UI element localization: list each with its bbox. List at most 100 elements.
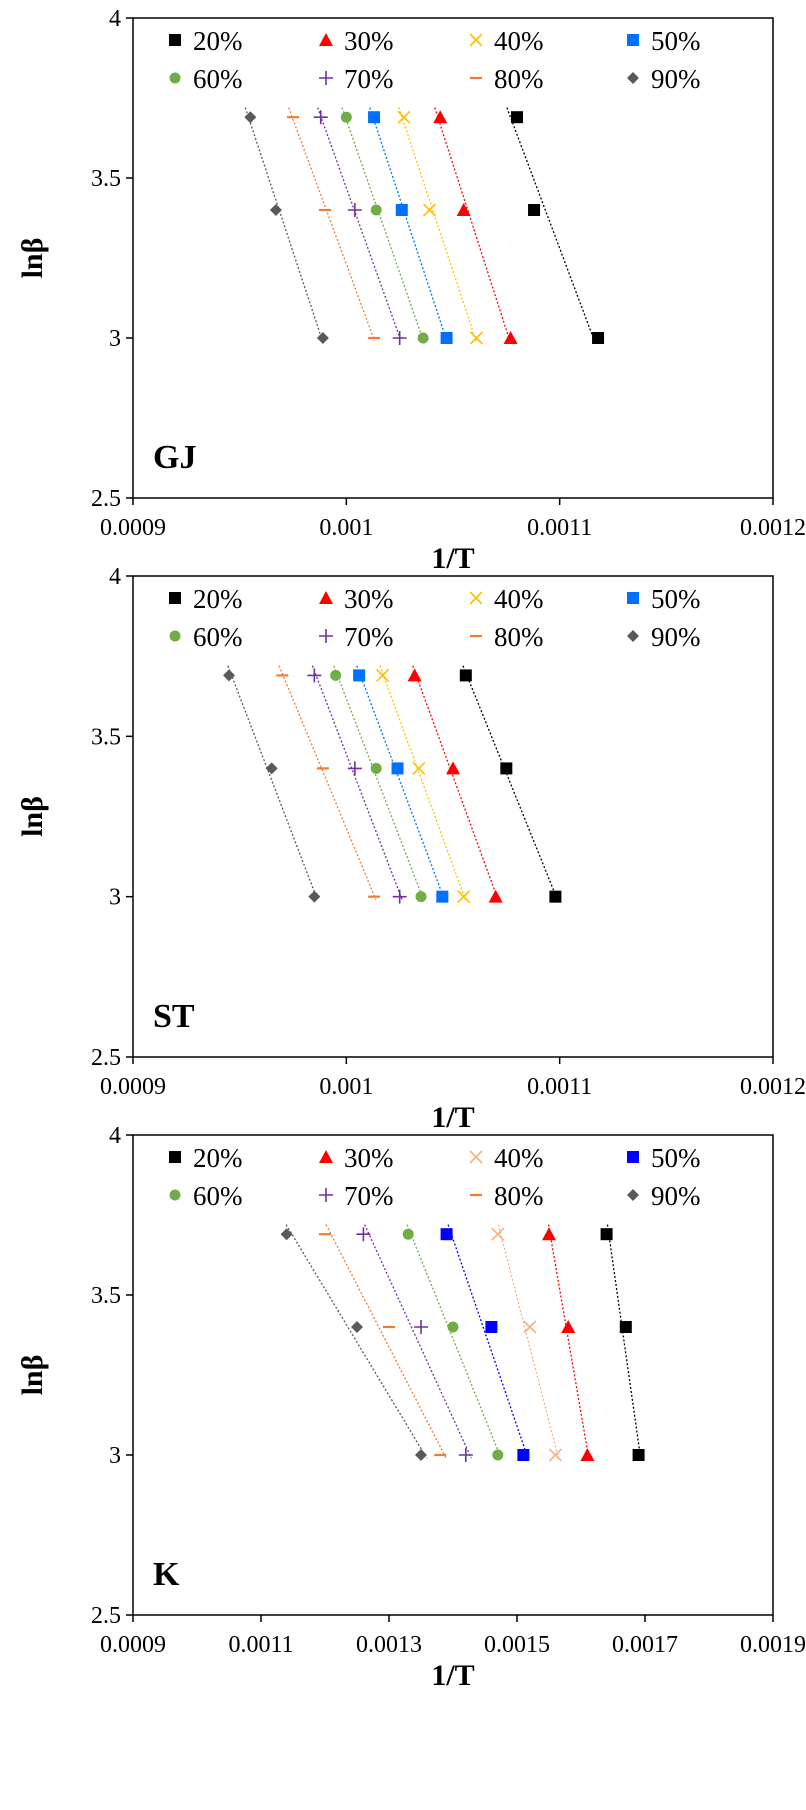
y-axis-label-k: lnβ <box>16 1355 49 1396</box>
legend-marker-k-40 <box>469 1150 483 1164</box>
point-k-20-0 <box>600 1228 613 1241</box>
ytick-label-k-0: 2.5 <box>91 1603 121 1629</box>
point-st-20-2 <box>549 890 562 903</box>
legend-marker-k-60 <box>169 1189 181 1201</box>
point-st-40-0 <box>376 668 390 682</box>
chart-k: 2.5 3 3.5 4 0.0009 0.0011 0.0013 0.0015 0.0017 0.… <box>16 1123 806 1692</box>
point-st-70-2 <box>392 889 407 904</box>
trendline-k-30 <box>547 1224 590 1459</box>
point-st-50-0 <box>353 669 366 682</box>
trendline-k-40 <box>497 1224 560 1459</box>
xtick-label-st-3: 0.0012 <box>740 1074 806 1100</box>
trendline-st-50 <box>356 665 446 901</box>
point-gj-40-1 <box>422 203 437 217</box>
trendline-st-90 <box>227 665 319 901</box>
xtick-label-st-1: 0.001 <box>319 1074 373 1100</box>
point-st-70-0 <box>307 668 322 683</box>
point-st-40-1 <box>412 761 426 775</box>
point-k-20-1 <box>619 1321 632 1333</box>
legend-label-gj-40: 40% <box>494 26 544 56</box>
trendline-gj-90 <box>244 107 324 342</box>
point-k-50-1 <box>485 1321 498 1333</box>
panel-label-k: K <box>153 1556 180 1593</box>
point-gj-50-0 <box>368 111 381 124</box>
trendline-k-90 <box>285 1224 428 1459</box>
point-gj-20-0 <box>511 111 523 124</box>
ytick-label-gj-2: 3.5 <box>91 166 121 192</box>
point-st-60-2 <box>415 891 427 903</box>
x-axis-label-k: 1/T <box>431 1659 474 1692</box>
point-k-90-2 <box>415 1449 427 1461</box>
legend-label-st-40: 40% <box>494 584 544 614</box>
legend-label-gj-70: 70% <box>344 64 394 94</box>
legend-marker-st-30 <box>319 591 333 604</box>
ytick-label-st-2: 3.5 <box>91 724 121 750</box>
point-k-20-2 <box>632 1449 645 1461</box>
xtick-label-st-0: 0.0009 <box>100 1074 166 1100</box>
xtick-label-st-2: 0.0011 <box>527 1074 592 1100</box>
legend-marker-gj-50 <box>627 34 639 46</box>
point-k-70-0 <box>356 1227 371 1242</box>
point-st-50-1 <box>391 762 404 775</box>
legend-label-gj-30: 30% <box>344 26 394 56</box>
legend-label-k-20: 20% <box>193 1143 243 1173</box>
legend-label-st-20: 20% <box>193 584 243 614</box>
trendline-k-20 <box>606 1224 642 1459</box>
legend-marker-k-50 <box>627 1151 639 1163</box>
point-gj-50-2 <box>440 332 453 344</box>
trendline-st-40 <box>379 665 467 901</box>
point-st-30-1 <box>446 761 460 775</box>
legend-label-st-30: 30% <box>344 584 394 614</box>
chart-st: 2.5 3 3.5 4 0.0009 0.001 0.0011 0.0012 1/T lnβ ST 2… <box>16 564 806 1134</box>
legend-marker-st-60 <box>169 630 181 642</box>
trendline-gj-40 <box>398 107 477 342</box>
chart-gj: 2.5 3 3.5 4 0.0009 0.001 0.0011 0.0012 1/T lnβ GJ 2… <box>16 6 806 575</box>
point-st-90-0 <box>223 669 235 682</box>
point-k-40-1 <box>523 1320 537 1334</box>
xtick-label-k-0: 0.0009 <box>100 1632 166 1658</box>
trendline-gj-30 <box>434 107 511 342</box>
point-k-50-2 <box>517 1449 530 1461</box>
ytick-label-k-2: 3.5 <box>91 1283 121 1309</box>
trendline-gj-80 <box>288 107 376 342</box>
trendline-k-60 <box>406 1224 502 1459</box>
point-gj-40-2 <box>469 331 484 345</box>
legend-marker-st-40 <box>469 591 483 605</box>
point-gj-70-0 <box>313 110 328 125</box>
panel-label-st: ST <box>153 998 195 1035</box>
ytick-label-gj-3: 4 <box>109 6 121 32</box>
point-gj-70-2 <box>392 331 407 345</box>
trendline-st-70 <box>311 665 403 901</box>
point-gj-90-0 <box>244 111 257 124</box>
trendline-k-70 <box>364 1224 472 1459</box>
point-k-40-2 <box>548 1448 562 1462</box>
trendline-gj-20 <box>506 107 596 342</box>
point-st-20-1 <box>500 762 513 775</box>
point-k-60-1 <box>447 1321 459 1333</box>
legend-marker-st-50 <box>627 592 639 604</box>
trendline-gj-70 <box>317 107 402 342</box>
xtick-label-gj-3: 0.0012 <box>740 515 806 541</box>
trendline-st-60 <box>333 665 425 901</box>
point-gj-60-2 <box>417 332 429 344</box>
legend-label-st-50: 50% <box>651 584 701 614</box>
point-gj-40-0 <box>397 110 411 124</box>
point-gj-90-2 <box>316 332 329 344</box>
plot-area-gj <box>132 17 774 499</box>
point-k-70-2 <box>458 1448 473 1462</box>
legend-marker-k-90 <box>627 1189 639 1201</box>
legend-label-gj-80: 80% <box>494 64 544 94</box>
point-gj-20-1 <box>528 204 541 216</box>
point-gj-20-2 <box>592 332 605 344</box>
legend-marker-gj-20 <box>169 34 181 46</box>
xtick-label-gj-1: 0.001 <box>319 515 373 541</box>
legend-marker-k-70 <box>319 1188 333 1202</box>
point-gj-50-1 <box>395 204 408 216</box>
trendline-st-30 <box>412 665 499 901</box>
legend-label-st-80: 80% <box>494 622 544 652</box>
legend-label-gj-50: 50% <box>651 26 701 56</box>
point-k-30-0 <box>542 1227 556 1241</box>
xtick-label-gj-0: 0.0009 <box>100 515 166 541</box>
trendline-gj-50 <box>369 107 448 342</box>
ytick-label-st-3: 4 <box>109 564 121 590</box>
